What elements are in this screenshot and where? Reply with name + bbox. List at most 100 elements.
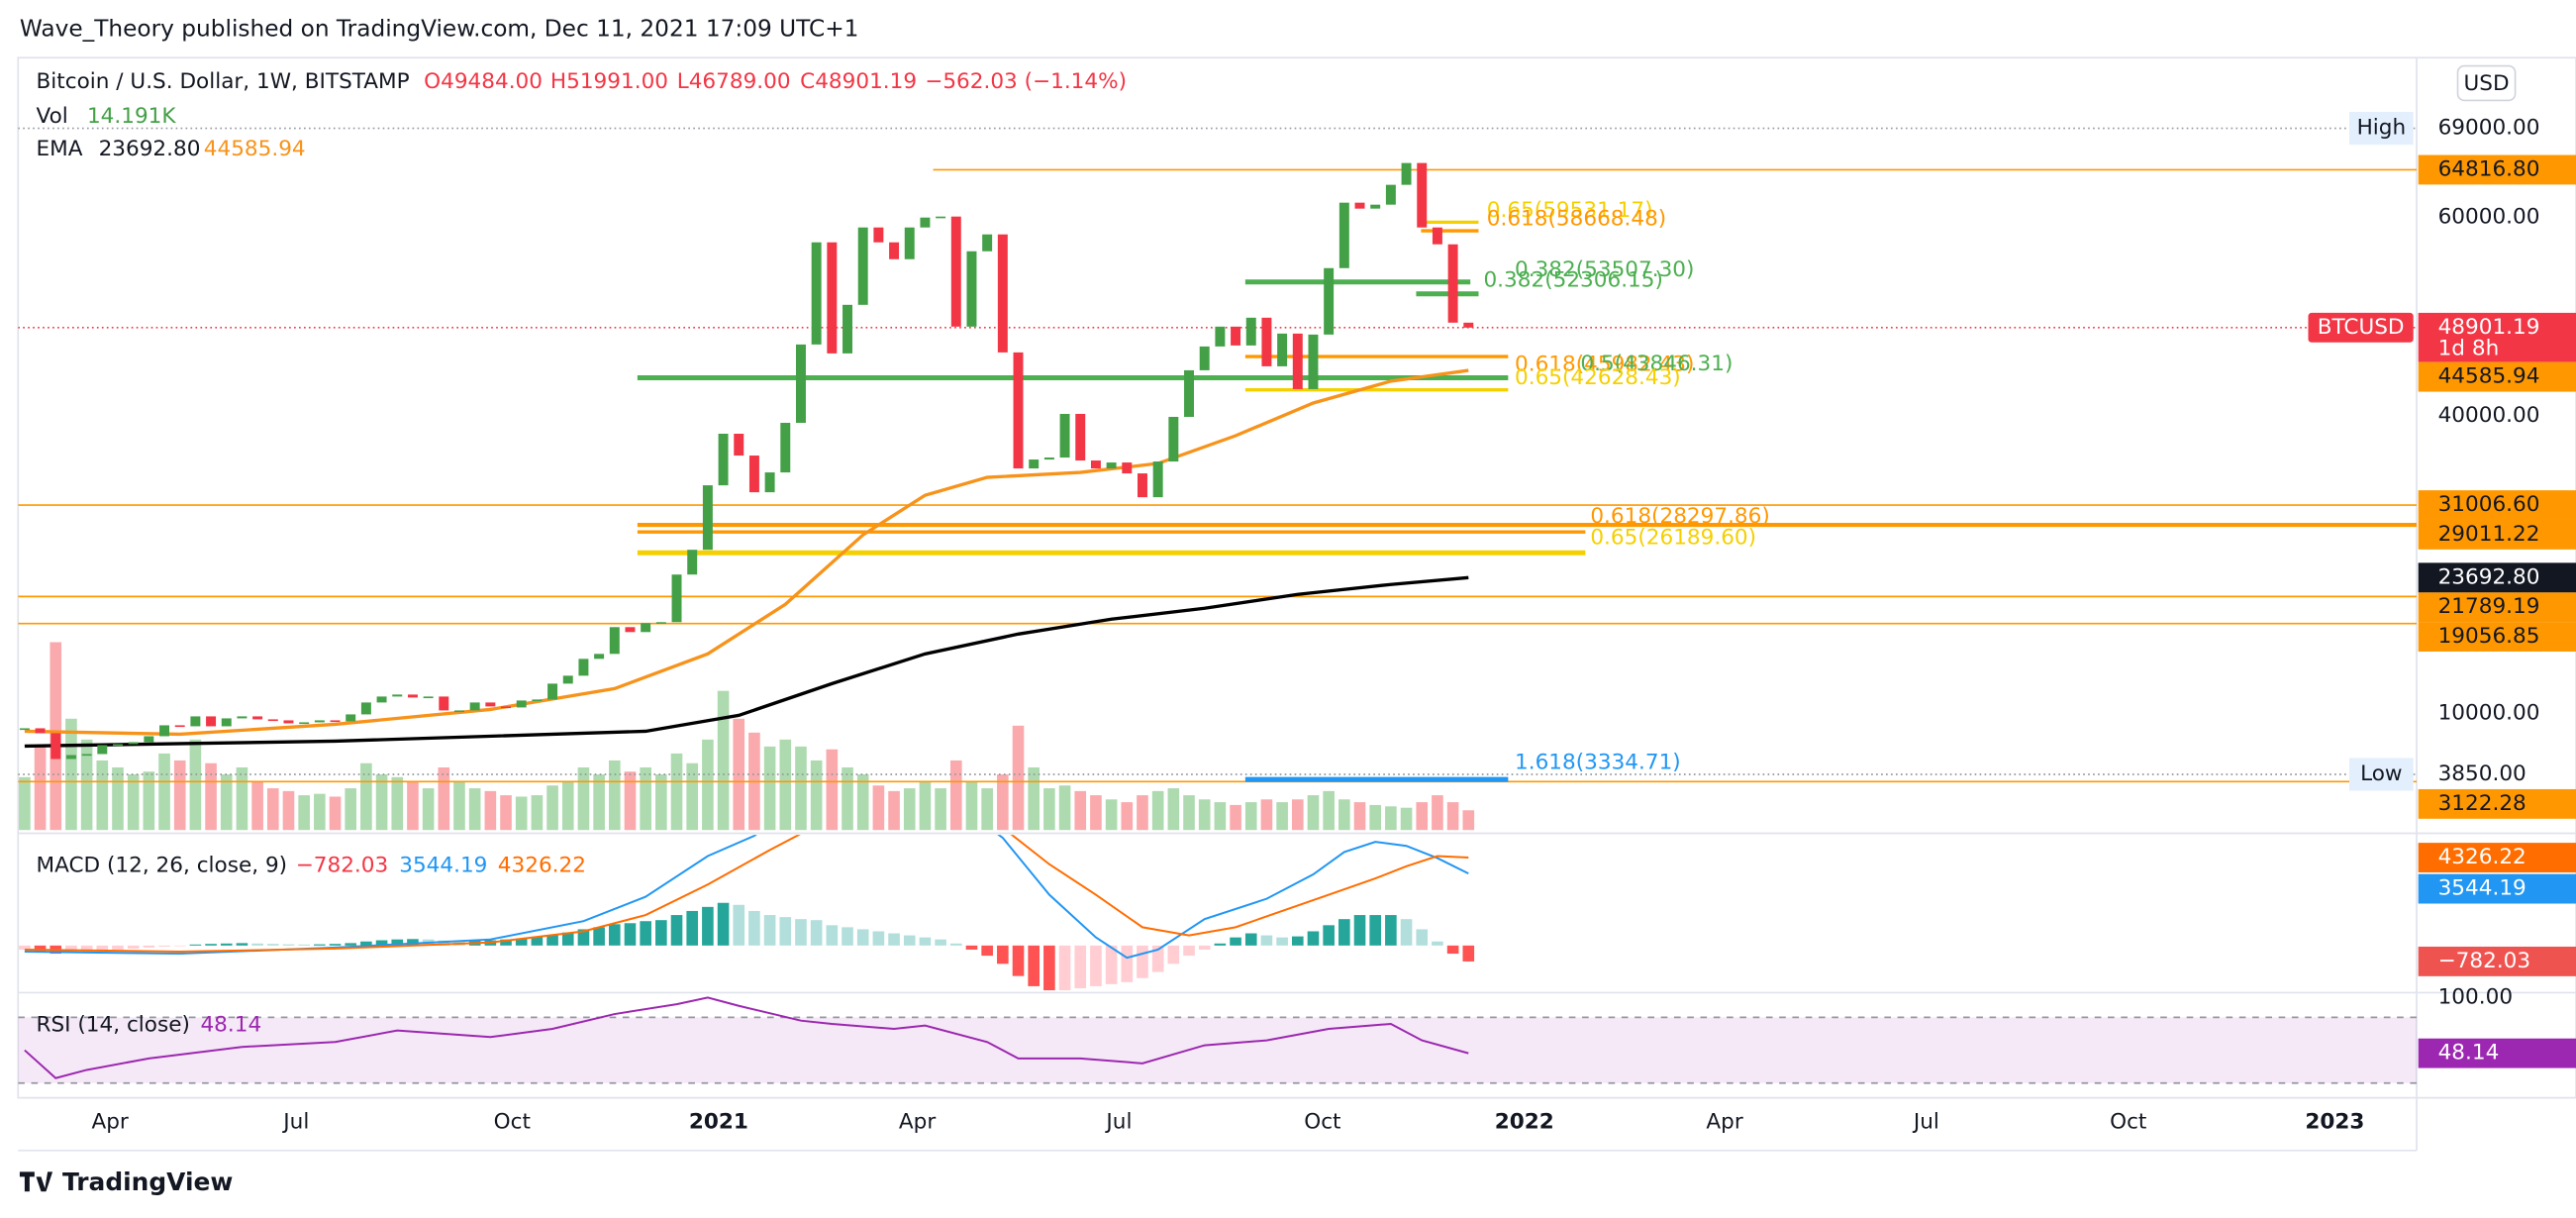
volume-bar <box>127 773 140 831</box>
candle <box>795 344 806 423</box>
currency-box[interactable] <box>2456 64 2517 102</box>
candle <box>671 574 682 623</box>
macd-histogram-bar <box>1028 945 1040 986</box>
volume-bar <box>1291 799 1304 831</box>
volume-bar <box>1400 807 1413 831</box>
volume-bar <box>1074 790 1087 831</box>
volume-bar <box>1432 795 1443 831</box>
candle <box>857 227 868 305</box>
ohlc-high: H51991.00 <box>550 69 668 94</box>
candle <box>1338 202 1349 268</box>
x-tick-label: Jul <box>281 1110 309 1135</box>
macd-histogram-bar <box>1369 915 1382 946</box>
candle <box>655 622 666 624</box>
candle <box>1075 413 1086 461</box>
volume-bar <box>1276 802 1288 831</box>
price-box <box>2418 519 2576 550</box>
volume-bar <box>1385 806 1397 831</box>
fib-label: 0.65(42628.43) <box>1515 365 1681 390</box>
candle <box>1308 334 1319 389</box>
ohlc-low: L46789.00 <box>677 69 791 94</box>
macd-histogram-bar <box>266 944 279 946</box>
x-tick-label: Oct <box>494 1110 531 1135</box>
volume-bar <box>1244 802 1257 831</box>
macd-histogram-bar <box>717 902 730 946</box>
volume-bar <box>1369 804 1382 831</box>
fib-label: 0.5(43846.31) <box>1580 352 1733 376</box>
volume-bar <box>1167 788 1180 831</box>
candle <box>113 744 123 747</box>
candle <box>1059 413 1070 458</box>
ema-short: 23692.80 <box>99 137 201 161</box>
volume-bar <box>531 795 544 831</box>
volume-bar <box>1260 799 1273 831</box>
macd-histogram-bar <box>997 945 1009 964</box>
legend: Bitcoin / U.S. Dollar, 1W, BITSTAMP O494… <box>37 64 2517 1038</box>
fib-label: 0.618(28297.86) <box>1590 504 1769 529</box>
macd-histogram-bar <box>220 943 233 946</box>
volume-bar <box>1462 810 1475 831</box>
candle <box>1152 461 1163 498</box>
candle <box>764 472 775 493</box>
candle <box>407 694 418 698</box>
currency[interactable]: USD <box>2464 71 2510 96</box>
volume-bar <box>282 790 295 831</box>
macd-box-label: 3544.19 <box>2438 876 2526 901</box>
macd-histogram-bar <box>1260 935 1273 946</box>
macd-histogram-bar <box>1432 941 1443 946</box>
macd-histogram-bar <box>810 920 823 946</box>
volume-bar <box>1214 802 1227 831</box>
candle <box>997 234 1008 353</box>
macd-histogram-bar <box>795 919 807 946</box>
volume-bar <box>624 771 637 831</box>
volume-bar <box>763 746 776 831</box>
macd-histogram-bar <box>1353 915 1366 946</box>
volume-bar <box>872 785 885 831</box>
volume-bar <box>375 773 388 831</box>
symbol-label: BTCUSD <box>2318 315 2405 340</box>
macd-histogram-bar <box>949 943 962 946</box>
macd-histogram-bar <box>1090 945 1102 986</box>
fib-label: 0.618(45982.43) <box>1515 352 1694 376</box>
macd-histogram-bar <box>112 945 124 950</box>
candle <box>827 242 838 354</box>
macd-histogram-bar <box>655 920 667 946</box>
macd-histogram-bar <box>251 943 263 946</box>
fib-label: 0.382(53507.30) <box>1515 257 1694 282</box>
volume-bar <box>593 773 605 831</box>
candle <box>360 702 371 715</box>
candle <box>748 456 759 493</box>
candle <box>237 716 248 719</box>
candle <box>1417 162 1428 228</box>
volume-bar <box>422 788 435 831</box>
macd-histogram-bar <box>981 945 993 957</box>
candle <box>734 434 744 457</box>
candle <box>1354 202 1365 209</box>
candle <box>1029 459 1040 469</box>
macd-histogram-bar <box>1167 945 1180 964</box>
macd-histogram-bar <box>546 935 558 946</box>
candle <box>1447 244 1458 323</box>
macd-histogram-bar <box>1230 937 1241 946</box>
macd-histogram-bar <box>173 945 186 947</box>
macd-signal-value: 4326.22 <box>498 854 586 878</box>
macd-histogram-bar <box>391 939 404 946</box>
ohlc-change: −562.03 (−1.14%) <box>925 69 1127 94</box>
x-tick-label: 2023 <box>2305 1110 2364 1135</box>
candle <box>392 694 403 697</box>
rsi-title: RSI (14, close) <box>37 1013 190 1038</box>
macd-histogram-bar <box>1400 919 1413 946</box>
price-box <box>2418 562 2576 593</box>
macd-histogram-bar <box>80 945 93 953</box>
macd-histogram-bar <box>34 945 47 953</box>
candle <box>594 654 605 660</box>
volume-bar <box>484 790 497 831</box>
macd-histogram-bar <box>158 945 170 947</box>
candle <box>50 733 61 760</box>
candle <box>144 736 154 743</box>
macd-histogram-bar <box>500 939 512 946</box>
candle <box>1106 462 1117 469</box>
rsi-panel <box>18 996 2418 1084</box>
volume-bar <box>826 749 839 831</box>
